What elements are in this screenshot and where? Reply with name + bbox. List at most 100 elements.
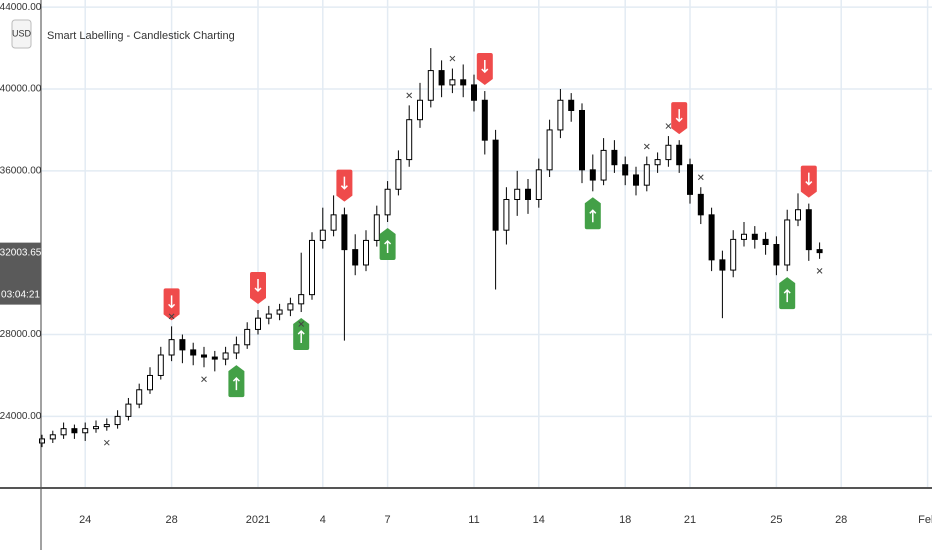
y-tick-label: 36000.00 xyxy=(0,165,42,176)
candle-body xyxy=(471,84,477,101)
plot xyxy=(39,48,823,448)
candle-body xyxy=(298,294,305,305)
candle-body xyxy=(147,374,153,391)
candle-body xyxy=(233,344,240,354)
currency: USD xyxy=(12,28,32,38)
cross-marker xyxy=(665,123,672,129)
buy-label xyxy=(584,197,601,230)
cross-marker xyxy=(103,439,110,446)
price-label-box xyxy=(0,242,41,305)
candle-body xyxy=(309,239,315,296)
candle-body xyxy=(363,239,369,266)
candle-body xyxy=(622,164,629,176)
sell-arrow xyxy=(340,176,348,190)
x-tick-label: 7 xyxy=(385,514,391,526)
candle-body xyxy=(341,214,348,251)
candle-body xyxy=(276,309,283,315)
candle-body xyxy=(589,169,596,181)
sell-label xyxy=(336,169,353,202)
candle-body xyxy=(60,428,67,436)
candle-body xyxy=(427,70,434,101)
candle-body xyxy=(255,317,261,330)
x-tick-label: 4 xyxy=(320,514,326,526)
candle-body xyxy=(179,339,186,351)
candle-body xyxy=(654,159,661,166)
candle-body xyxy=(784,219,791,266)
price-label: 32003.65 xyxy=(0,247,42,258)
y-tick-label: 28000.00 xyxy=(0,329,42,340)
candle-body xyxy=(201,354,207,358)
x-tick-label: 28 xyxy=(835,514,847,526)
cross-marker xyxy=(643,143,650,150)
sell-label xyxy=(163,288,180,321)
candle-body xyxy=(287,303,294,311)
candle-body xyxy=(395,159,402,190)
x-tick-label: 28 xyxy=(165,514,177,526)
candle-body xyxy=(600,149,607,181)
candle-body xyxy=(384,188,391,216)
candle-body xyxy=(481,99,488,141)
candle-body xyxy=(816,249,823,254)
y-tick-label: 24000.00 xyxy=(0,411,42,422)
buy-label xyxy=(379,228,396,261)
cross-marker xyxy=(298,321,305,327)
x-tick-label: 18 xyxy=(619,514,631,526)
candle-body xyxy=(514,188,521,200)
sell-arrow xyxy=(168,295,176,309)
candle-body xyxy=(265,313,272,319)
candle-body xyxy=(330,214,337,231)
candle-body xyxy=(579,109,585,171)
buy-arrow xyxy=(297,329,305,344)
candle-body xyxy=(795,209,801,221)
x-tick-label: 14 xyxy=(533,514,545,526)
sell-label xyxy=(800,165,817,198)
candle-body xyxy=(125,403,132,417)
cross-marker xyxy=(816,267,823,274)
candle-body xyxy=(741,233,747,240)
sell-label xyxy=(476,53,493,86)
sell-label xyxy=(250,271,266,304)
candle-body xyxy=(557,99,564,131)
x-tick-label: 2021 xyxy=(246,514,270,526)
buy-label xyxy=(293,318,310,351)
candle-body xyxy=(611,149,618,166)
candle-body xyxy=(373,214,380,241)
buy-label xyxy=(228,365,245,398)
cross-marker xyxy=(406,92,413,99)
candle-body xyxy=(687,164,693,195)
candle-body xyxy=(319,229,326,241)
candle-body xyxy=(633,174,639,186)
x-tick-label: Feb xyxy=(918,514,932,526)
candle-body xyxy=(244,328,251,346)
candle-body xyxy=(49,434,56,440)
sell-arrow xyxy=(254,278,262,293)
chart-title: Smart Labelling - Candlestick Charting xyxy=(47,30,235,42)
candle-body xyxy=(352,249,359,266)
candle-body xyxy=(719,259,726,271)
y-tick-label: 44000.00 xyxy=(0,2,42,13)
candle-body xyxy=(730,238,737,271)
candle-body xyxy=(93,426,99,430)
candle-body xyxy=(136,389,143,405)
cross-marker xyxy=(449,55,456,62)
candle-body xyxy=(805,209,812,251)
sell-label xyxy=(671,102,688,135)
candle-body xyxy=(103,424,110,428)
buy-arrow xyxy=(232,377,240,391)
axis: 24000.00 28000.00 36000.00 40000.00 44000.00… xyxy=(0,2,932,526)
y-tick-label: 40000.00 xyxy=(0,84,42,95)
candle-body xyxy=(751,233,758,240)
candle-body xyxy=(157,354,164,376)
candle-body xyxy=(546,129,553,171)
candle-body xyxy=(190,349,197,356)
buy-arrow xyxy=(384,239,392,254)
candle-body xyxy=(222,352,229,360)
sell-arrow xyxy=(675,109,683,123)
candle-body xyxy=(406,119,413,161)
currency-badge[interactable] xyxy=(11,19,32,49)
candle-body xyxy=(773,244,780,266)
candle-body xyxy=(643,164,650,186)
candle-body xyxy=(665,144,672,161)
candle-body xyxy=(168,339,175,356)
